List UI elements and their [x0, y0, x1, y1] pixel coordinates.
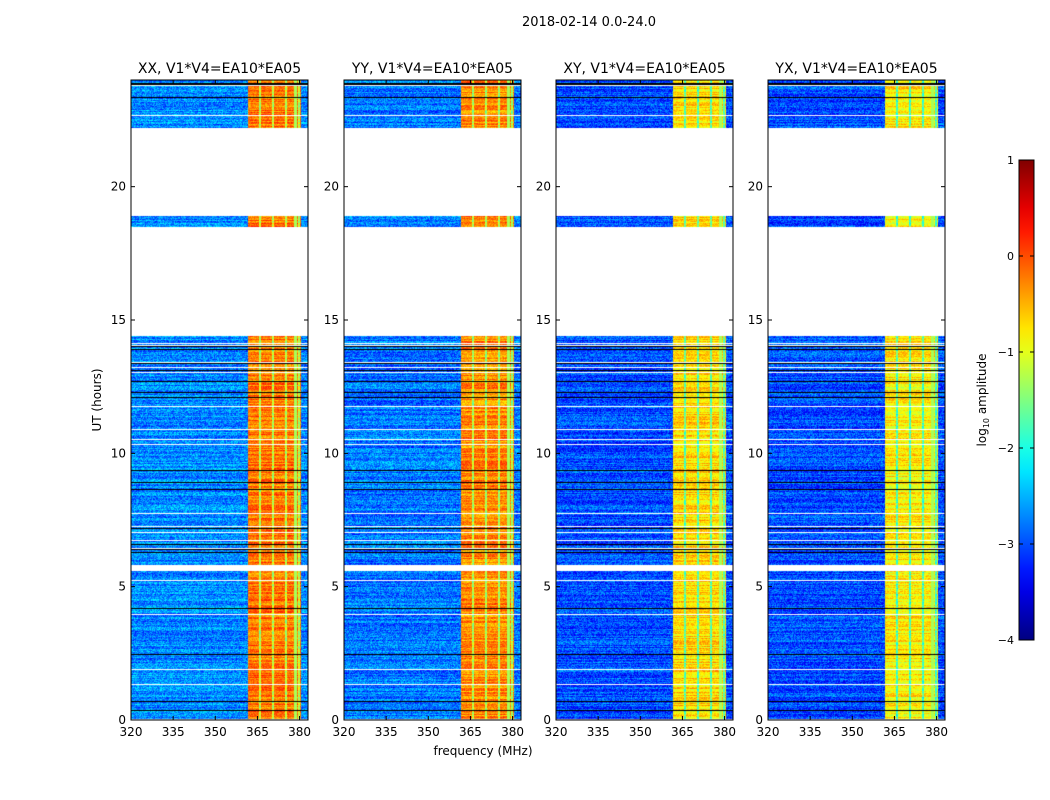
y-tick-label: 5: [755, 580, 763, 594]
y-tick-label: 10: [536, 446, 551, 460]
y-axis-label: UT (hours): [90, 368, 104, 431]
y-tick-label: 15: [536, 313, 551, 327]
x-tick-label: 350: [204, 725, 227, 739]
y-tick-label: 15: [748, 313, 763, 327]
y-tick-label: 20: [111, 180, 126, 194]
panel-frame: [555, 79, 734, 721]
x-tick-label: 335: [162, 725, 185, 739]
x-tick-label: 380: [501, 725, 524, 739]
y-tick-label: 15: [111, 313, 126, 327]
y-tick-label: 0: [755, 713, 763, 727]
heatmap-1: [131, 80, 308, 720]
figure-title: 2018-02-14 0.0-24.0: [522, 15, 656, 30]
x-tick-label: 320: [120, 725, 143, 739]
y-tick-label: 15: [324, 313, 339, 327]
colorbar-label: log10 amplitude: [975, 354, 991, 447]
y-tick-label: 0: [118, 713, 126, 727]
x-tick-label: 380: [288, 725, 311, 739]
colorbar-tick-label: −4: [998, 634, 1014, 647]
panel-title: XX, V1*V4=EA10*EA05: [138, 61, 301, 77]
x-tick-label: 365: [246, 725, 269, 739]
x-tick-label: 335: [375, 725, 398, 739]
heatmap-4: [768, 80, 945, 720]
heatmap-3: [556, 80, 733, 720]
colorbar-tick-label: 1: [1007, 154, 1014, 167]
panel-title: YX, V1*V4=EA10*EA05: [774, 61, 937, 77]
x-tick-label: 365: [883, 725, 906, 739]
colorbar-tick-label: −1: [998, 346, 1014, 359]
y-tick-label: 10: [324, 446, 339, 460]
colorbar: [1018, 159, 1035, 641]
y-tick-label: 20: [536, 180, 551, 194]
x-tick-label: 350: [629, 725, 652, 739]
y-tick-label: 0: [543, 713, 551, 727]
x-tick-label: 380: [925, 725, 948, 739]
x-tick-label: 365: [671, 725, 694, 739]
y-tick-label: 20: [748, 180, 763, 194]
y-tick-label: 5: [118, 580, 126, 594]
panel-frame: [130, 79, 309, 721]
colorbar-tick-label: 0: [1007, 250, 1014, 263]
panel-title: YY, V1*V4=EA10*EA05: [351, 61, 513, 77]
x-tick-label: 350: [417, 725, 440, 739]
x-tick-label: 320: [545, 725, 568, 739]
y-tick-label: 10: [748, 446, 763, 460]
panel-frame: [343, 79, 522, 721]
panel-frame: [767, 79, 946, 721]
colorbar-tick-label: −2: [998, 442, 1014, 455]
x-tick-label: 350: [841, 725, 864, 739]
heatmap-2: [344, 80, 521, 720]
y-tick-label: 0: [331, 713, 339, 727]
x-tick-label: 365: [459, 725, 482, 739]
x-tick-label: 335: [799, 725, 822, 739]
y-tick-label: 5: [331, 580, 339, 594]
x-axis-label: frequency (MHz): [433, 744, 532, 758]
y-tick-label: 5: [543, 580, 551, 594]
panel-title: XY, V1*V4=EA10*EA05: [563, 61, 725, 77]
x-tick-label: 335: [587, 725, 610, 739]
colorbar-tick-label: −3: [998, 538, 1014, 551]
x-tick-label: 380: [713, 725, 736, 739]
x-tick-label: 320: [333, 725, 356, 739]
y-tick-label: 10: [111, 446, 126, 460]
x-tick-label: 320: [757, 725, 780, 739]
y-tick-label: 20: [324, 180, 339, 194]
